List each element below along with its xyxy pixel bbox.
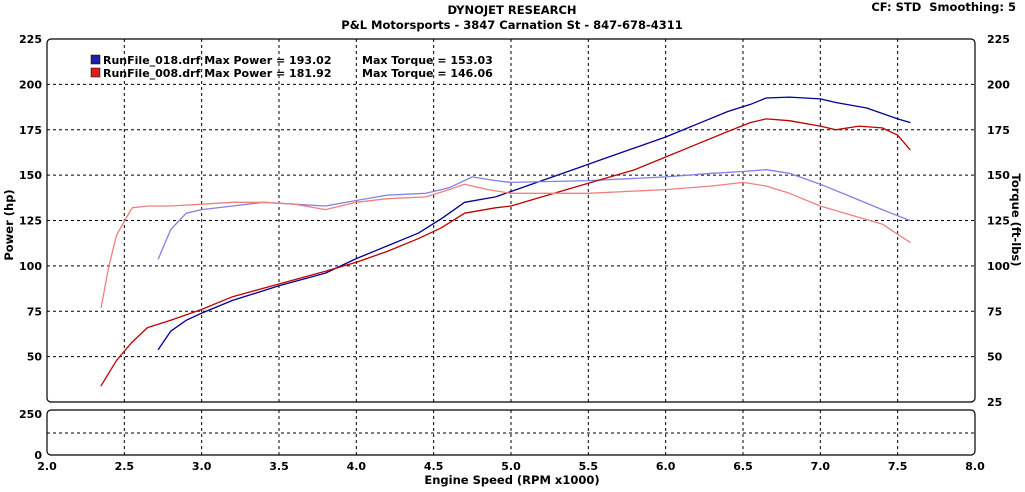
chart-title: DYNOJET RESEARCH [447, 3, 576, 17]
y-tick-label-right: 125 [987, 215, 1010, 228]
y-tick-label-right: 175 [987, 124, 1010, 137]
y-tick-label-left: 175 [19, 124, 42, 137]
y-tick-label-left: 225 [19, 33, 42, 46]
y-tick-label-right: 25 [987, 396, 1002, 409]
y-tick-label-right: 200 [987, 78, 1010, 91]
legend-label-runfile-008: RunFile_008.drf Max Power = 181.92 [103, 67, 332, 80]
runfile-018-drf-power-curve [157, 96, 911, 351]
x-axis-label: Engine Speed (RPM x1000) [424, 473, 599, 487]
x-tick-label: 4.5 [424, 460, 444, 473]
legend: RunFile_018.drf Max Power = 193.02 Max T… [90, 54, 493, 80]
y-tick-label-right: 150 [987, 169, 1010, 182]
x-tick-label: 2.5 [115, 460, 135, 473]
x-tick-label: 6.0 [656, 460, 676, 473]
grid-lines [47, 39, 975, 455]
runfile-018-drf-torque-curve [157, 169, 911, 260]
y-tick-label-right: 75 [987, 305, 1002, 318]
y-tick-label-left: 50 [27, 351, 43, 364]
y-tick-label-right: 50 [987, 351, 1003, 364]
curves [100, 96, 911, 387]
y-tick-label-left: 75 [27, 305, 42, 318]
x-tick-label: 3.0 [192, 460, 212, 473]
x-tick-label: 4.0 [347, 460, 367, 473]
x-tick-label: 7.0 [811, 460, 831, 473]
x-tick-label: 5.5 [579, 460, 599, 473]
y-tick-label-left: 125 [19, 215, 42, 228]
lower-y-tick-label: 0 [34, 449, 42, 462]
legend-label-runfile-018: RunFile_018.drf Max Power = 193.02 [103, 54, 332, 67]
x-tick-label: 8.0 [965, 460, 985, 473]
legend-swatch-runfile-008 [90, 67, 101, 78]
y-tick-label-left: 200 [19, 78, 42, 91]
lower-y-tick-label: 250 [19, 408, 42, 421]
y-axis-label-right: Torque (ft-lbs) [1009, 174, 1023, 267]
dyno-settings: CF: STD Smoothing: 5 [871, 0, 1016, 14]
y-tick-label-left: 100 [19, 260, 42, 273]
legend-torque-runfile-008: Max Torque = 146.06 [362, 67, 493, 80]
y-tick-label-right: 225 [987, 33, 1010, 46]
legend-torque-runfile-018: Max Torque = 153.03 [362, 54, 493, 67]
y-tick-label-right: 100 [987, 260, 1010, 273]
y-tick-label-left: 150 [19, 169, 42, 182]
x-tick-label: 5.0 [501, 460, 521, 473]
x-tick-label: 2.0 [37, 460, 57, 473]
y-axis-label-left: Power (hp) [2, 189, 16, 260]
chart-subtitle: P&L Motorsports - 3847 Carnation St - 84… [341, 18, 682, 32]
legend-swatch-runfile-018 [90, 54, 101, 65]
x-tick-label: 7.5 [888, 460, 908, 473]
runfile-008-drf-torque-curve [100, 181, 911, 309]
x-tick-label: 6.5 [733, 460, 753, 473]
runfile-008-drf-power-curve [100, 118, 911, 387]
tick-labels: 2.0 2.5 3.0 3.5 4.0 4.5 5.0 5.5 6.0 6.5 7.0 7.5 8.0 2… [19, 33, 1010, 473]
x-tick-label: 3.5 [269, 460, 289, 473]
